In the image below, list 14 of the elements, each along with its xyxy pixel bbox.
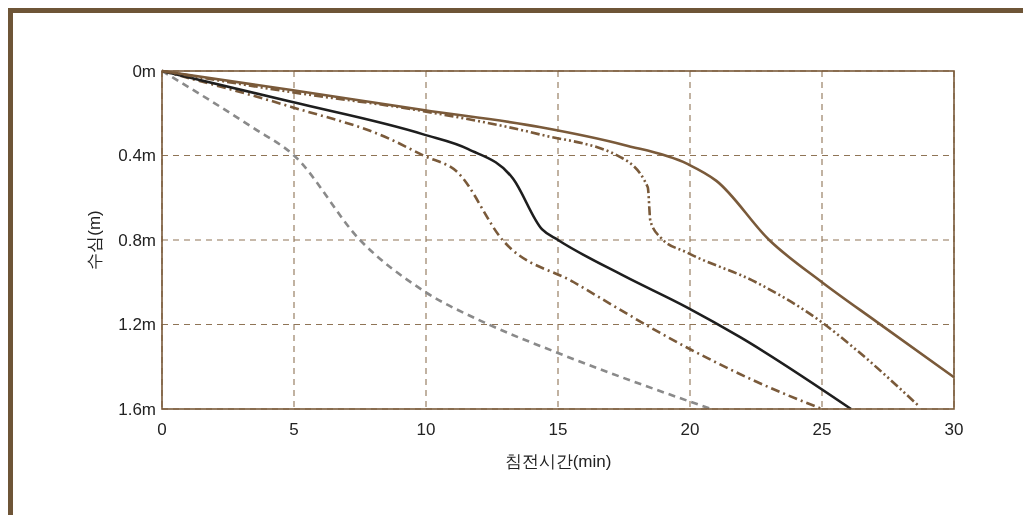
y-tick-label: 1.6m — [118, 399, 156, 419]
x-tick-label: 30 — [944, 420, 964, 439]
y-tick-label: 0m — [132, 61, 156, 81]
y-axis-title: 수심(m) — [85, 210, 104, 270]
y-tick-label: 0.8m — [118, 230, 156, 250]
x-tick-label: 15 — [548, 420, 568, 439]
x-tick-label: 0 — [157, 420, 167, 439]
y-tick-label: 0.4m — [118, 146, 156, 166]
y-tick-label: 1.2m — [118, 315, 156, 335]
x-axis-title: 침전시간(min) — [504, 452, 612, 471]
x-tick-label: 5 — [289, 420, 299, 439]
x-tick-label: 10 — [416, 420, 436, 439]
x-tick-label: 25 — [812, 420, 832, 439]
x-tick-label: 20 — [680, 420, 700, 439]
